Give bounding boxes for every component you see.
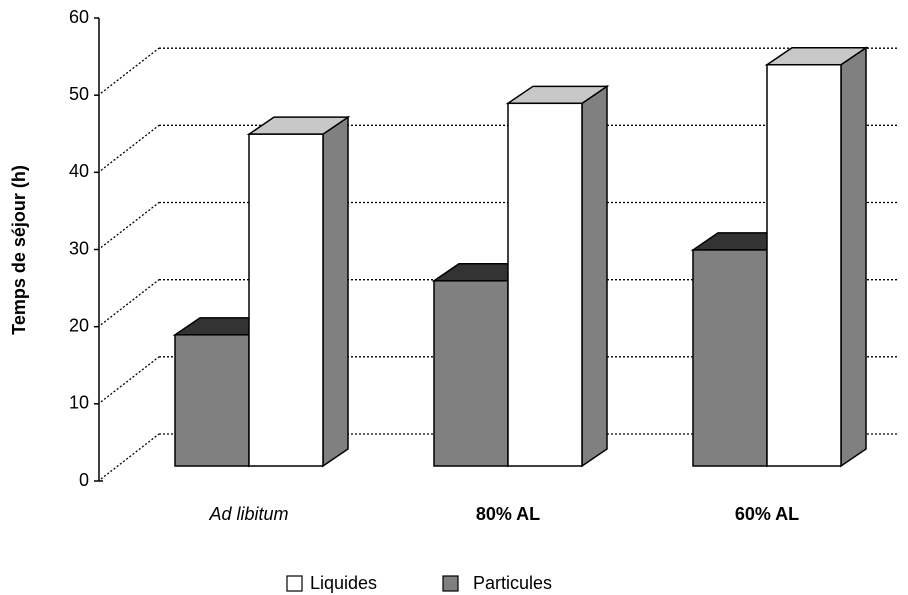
bar (433, 280, 509, 467)
legend-label: Particules (473, 573, 552, 593)
bar (507, 102, 583, 467)
bar (766, 63, 842, 467)
bar (248, 133, 324, 467)
y-tick-label: 0 (79, 470, 89, 490)
bar (692, 249, 768, 467)
y-tick-label: 40 (69, 161, 89, 181)
grid-line (100, 201, 160, 249)
grid-line (100, 433, 160, 480)
legend-label: Liquides (310, 573, 377, 593)
legend-swatch (286, 575, 303, 592)
y-tick-label: 10 (69, 393, 89, 413)
x-tick-label: 60% AL (735, 504, 799, 524)
bar-side (581, 84, 608, 468)
grid-line (100, 356, 160, 403)
y-tick-label: 30 (69, 238, 89, 258)
bar-side (840, 46, 867, 468)
grid-line (100, 124, 160, 171)
y-tick-label: 50 (69, 84, 89, 104)
y-tick-label: 20 (69, 315, 89, 335)
x-tick-label: Ad libitum (208, 504, 288, 524)
legend-swatch (442, 575, 459, 592)
grid-line (100, 47, 160, 94)
grid-line (100, 279, 160, 326)
bar (174, 334, 250, 467)
y-tick-label: 60 (69, 7, 89, 27)
x-tick-label: 80% AL (476, 504, 540, 524)
bar-side (322, 115, 349, 468)
y-axis-label: Temps de séjour (h) (9, 165, 29, 335)
